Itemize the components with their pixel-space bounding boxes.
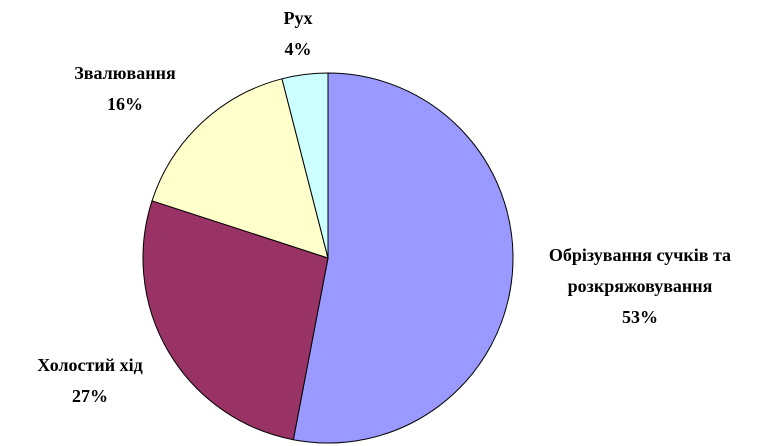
category-label: Рух <box>283 8 313 28</box>
value-label: 16% <box>107 94 143 114</box>
category-label: Обрізування сучків та розкряжовування <box>548 245 732 296</box>
data-label: Холостий хід 27% <box>0 350 190 412</box>
value-label: 27% <box>72 386 108 406</box>
value-label: 4% <box>284 39 312 59</box>
pie-slice <box>142 200 329 441</box>
pie-slice <box>292 72 514 444</box>
pie-slice <box>151 78 329 259</box>
data-label: Звалювання 16% <box>25 58 225 120</box>
value-label: 53% <box>622 307 658 327</box>
category-label: Холостий хід <box>37 355 143 375</box>
data-label: Обрізування сучків та розкряжовування 53% <box>505 240 775 333</box>
category-label: Звалювання <box>74 63 176 83</box>
pie-slice <box>281 72 329 259</box>
data-label: Рух 4% <box>238 3 358 65</box>
